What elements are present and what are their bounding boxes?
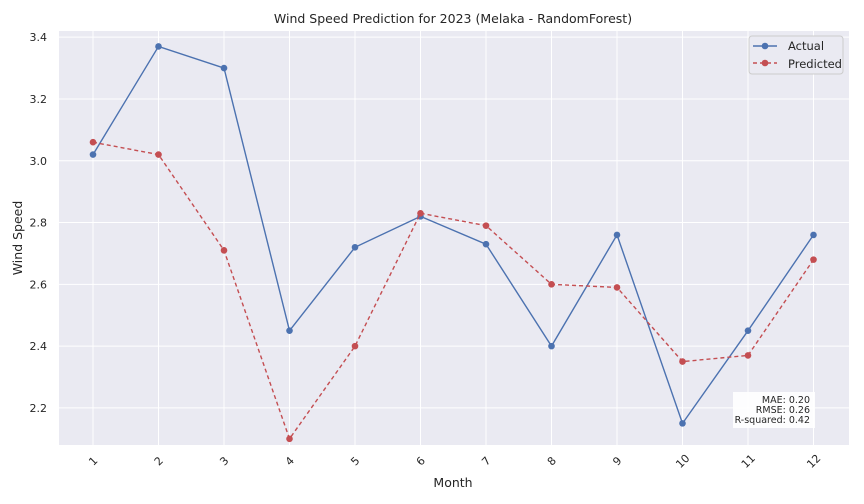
x-tick-label: 8 (545, 454, 559, 468)
y-tick-label: 3.2 (30, 93, 48, 106)
x-tick-label: 6 (414, 454, 428, 468)
y-tick-label: 2.6 (30, 278, 48, 291)
legend-actual-marker (761, 42, 769, 50)
y-tick-label: 2.8 (30, 217, 48, 230)
metric-mae: MAE: 0.20 (762, 395, 810, 406)
metrics-box: MAE: 0.20 RMSE: 0.26 R-squared: 0.42 (733, 392, 815, 428)
x-tick-label: 12 (804, 452, 823, 471)
x-tick-label: 9 (610, 454, 624, 468)
actual-series-line (92, 45, 815, 425)
x-tick-label: 7 (479, 454, 493, 468)
y-tick-label: 2.2 (30, 402, 48, 415)
legend-actual-label: Actual (788, 39, 824, 53)
actual-point (286, 327, 293, 334)
x-tick-label: 5 (348, 454, 362, 468)
y-axis-title: Wind Speed (10, 201, 25, 276)
predicted-point (679, 358, 686, 365)
predicted-point (286, 435, 293, 443)
actual-point (679, 420, 686, 427)
actual-point (548, 342, 555, 350)
plot-area (59, 31, 849, 445)
actual-point (613, 231, 621, 239)
predicted-point (744, 352, 752, 359)
predicted-series-line (92, 141, 815, 441)
x-tick-label: 3 (217, 454, 231, 468)
predicted-point (89, 138, 97, 146)
legend: Actual Predicted (748, 35, 844, 75)
metrics-background (733, 392, 815, 428)
predicted-point (548, 281, 555, 288)
y-tick-label: 3.0 (30, 155, 48, 168)
actual-point (220, 64, 228, 72)
predicted-point (155, 151, 162, 158)
x-tick-label: 1 (86, 454, 100, 468)
y-tick-label: 2.4 (30, 340, 48, 353)
actual-point (744, 327, 752, 334)
metric-r-squared: R-squared: 0.42 (735, 415, 810, 426)
predicted-point (351, 342, 359, 350)
y-tick-label: 3.4 (30, 31, 48, 44)
metric-rmse: RMSE: 0.26 (756, 405, 810, 416)
predicted-point (810, 256, 817, 263)
actual-point (810, 231, 817, 239)
predicted-point (613, 284, 621, 291)
x-tick-label: 10 (673, 452, 692, 471)
series-layer (89, 43, 817, 443)
actual-point (89, 151, 97, 158)
actual-point (155, 43, 162, 50)
x-tick-label: 2 (152, 454, 166, 468)
predicted-point (220, 247, 228, 254)
x-tick-label: 11 (739, 452, 758, 471)
x-axis-title: Month (433, 475, 472, 490)
legend-predicted-label: Predicted (788, 57, 842, 71)
chart-title: Wind Speed Prediction for 2023 (Melaka -… (274, 11, 632, 26)
predicted-point (482, 222, 490, 229)
legend-predicted-marker (761, 59, 769, 67)
grid (59, 31, 849, 445)
x-tick-label: 4 (283, 454, 297, 468)
predicted-point (417, 209, 424, 217)
actual-point (482, 240, 490, 248)
actual-point (351, 243, 359, 251)
